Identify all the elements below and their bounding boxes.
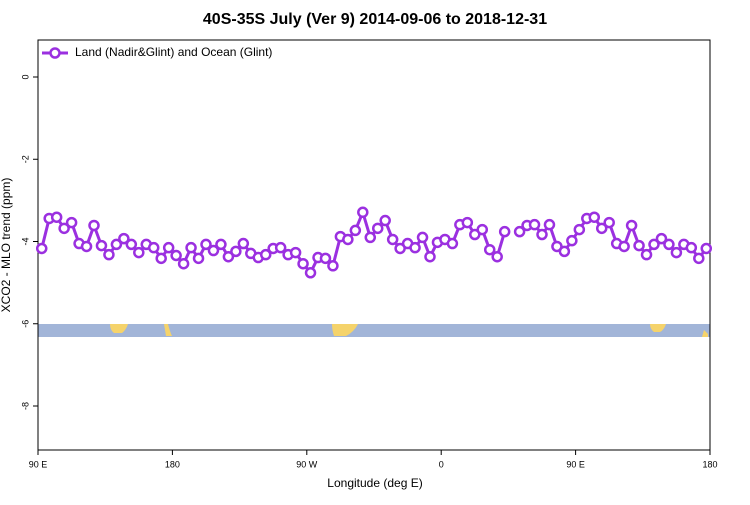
point (297, 257, 309, 270)
point (558, 245, 571, 258)
point (342, 233, 354, 246)
point (595, 222, 608, 235)
y-tick-label: -6 (20, 320, 30, 328)
y-tick-label: -2 (20, 155, 30, 163)
point (528, 218, 541, 231)
legend-label: Land (Nadir&Glint) and Ocean (Glint) (75, 45, 272, 59)
point (155, 252, 167, 265)
point (573, 223, 586, 236)
point (446, 237, 459, 250)
point (95, 239, 108, 252)
point (424, 250, 436, 263)
point (693, 252, 705, 265)
point (80, 240, 93, 253)
x-tick-label: 0 (439, 459, 444, 469)
point (230, 245, 242, 258)
point (394, 242, 406, 255)
point (237, 237, 250, 250)
point (349, 224, 362, 237)
point (483, 243, 496, 256)
y-tick-label: 0 (20, 75, 30, 80)
point (536, 228, 548, 241)
point (491, 250, 503, 263)
point (88, 219, 100, 232)
point (603, 216, 615, 229)
y-tick-label: -8 (20, 402, 30, 410)
point (162, 241, 175, 254)
y-axis-label: XCO2 - MLO trend (ppm) (0, 178, 13, 313)
plot-frame (37, 39, 711, 451)
point (633, 239, 645, 252)
point (125, 238, 138, 251)
point (648, 238, 660, 251)
point (200, 238, 212, 251)
point (566, 234, 578, 247)
point (215, 238, 227, 251)
point (304, 267, 317, 279)
point (192, 252, 205, 265)
x-tick-label: 180 (165, 459, 180, 469)
point (65, 216, 78, 229)
point (50, 211, 63, 223)
point (259, 248, 272, 261)
point (319, 252, 332, 265)
point (551, 240, 563, 253)
point (364, 231, 377, 244)
point (177, 257, 190, 270)
x-tick-label: 90 W (296, 459, 318, 469)
ocean-band (38, 324, 710, 337)
x-tick-label: 90 E (566, 459, 585, 469)
chart-title: 40S-35S July (Ver 9) 2014-09-06 to 2018-… (203, 11, 547, 28)
x-tick-label: 90 E (29, 459, 48, 469)
y-tick-label: -4 (20, 237, 30, 245)
point (386, 233, 399, 246)
x-tick-label: 180 (702, 459, 717, 469)
point (640, 248, 653, 261)
point (379, 214, 391, 227)
point (133, 246, 145, 259)
point (416, 231, 429, 244)
point (327, 260, 339, 272)
point (588, 211, 601, 223)
point (222, 250, 235, 263)
point (147, 241, 160, 254)
point (685, 241, 698, 254)
point (118, 232, 130, 245)
point (170, 249, 182, 262)
point (185, 241, 197, 254)
point (274, 241, 287, 254)
point (618, 240, 630, 253)
legend-marker (49, 47, 61, 59)
point (357, 206, 369, 219)
point (103, 248, 115, 261)
point (663, 238, 675, 251)
point (670, 246, 683, 259)
legend: Land (Nadir&Glint) and Ocean (Glint) (42, 45, 272, 59)
point (513, 225, 526, 238)
point (498, 225, 511, 238)
land-shape (110, 324, 708, 337)
point (371, 222, 384, 235)
point (543, 218, 556, 231)
point (461, 216, 474, 229)
point (655, 232, 668, 245)
point (409, 241, 421, 254)
point (207, 244, 220, 257)
point (476, 223, 489, 236)
point (110, 238, 123, 251)
point (289, 246, 302, 259)
point (35, 242, 48, 255)
point (58, 222, 70, 235)
point (625, 219, 638, 232)
point (700, 242, 713, 255)
point (469, 228, 481, 241)
x-axis-label: Longitude (deg E) (327, 476, 422, 490)
